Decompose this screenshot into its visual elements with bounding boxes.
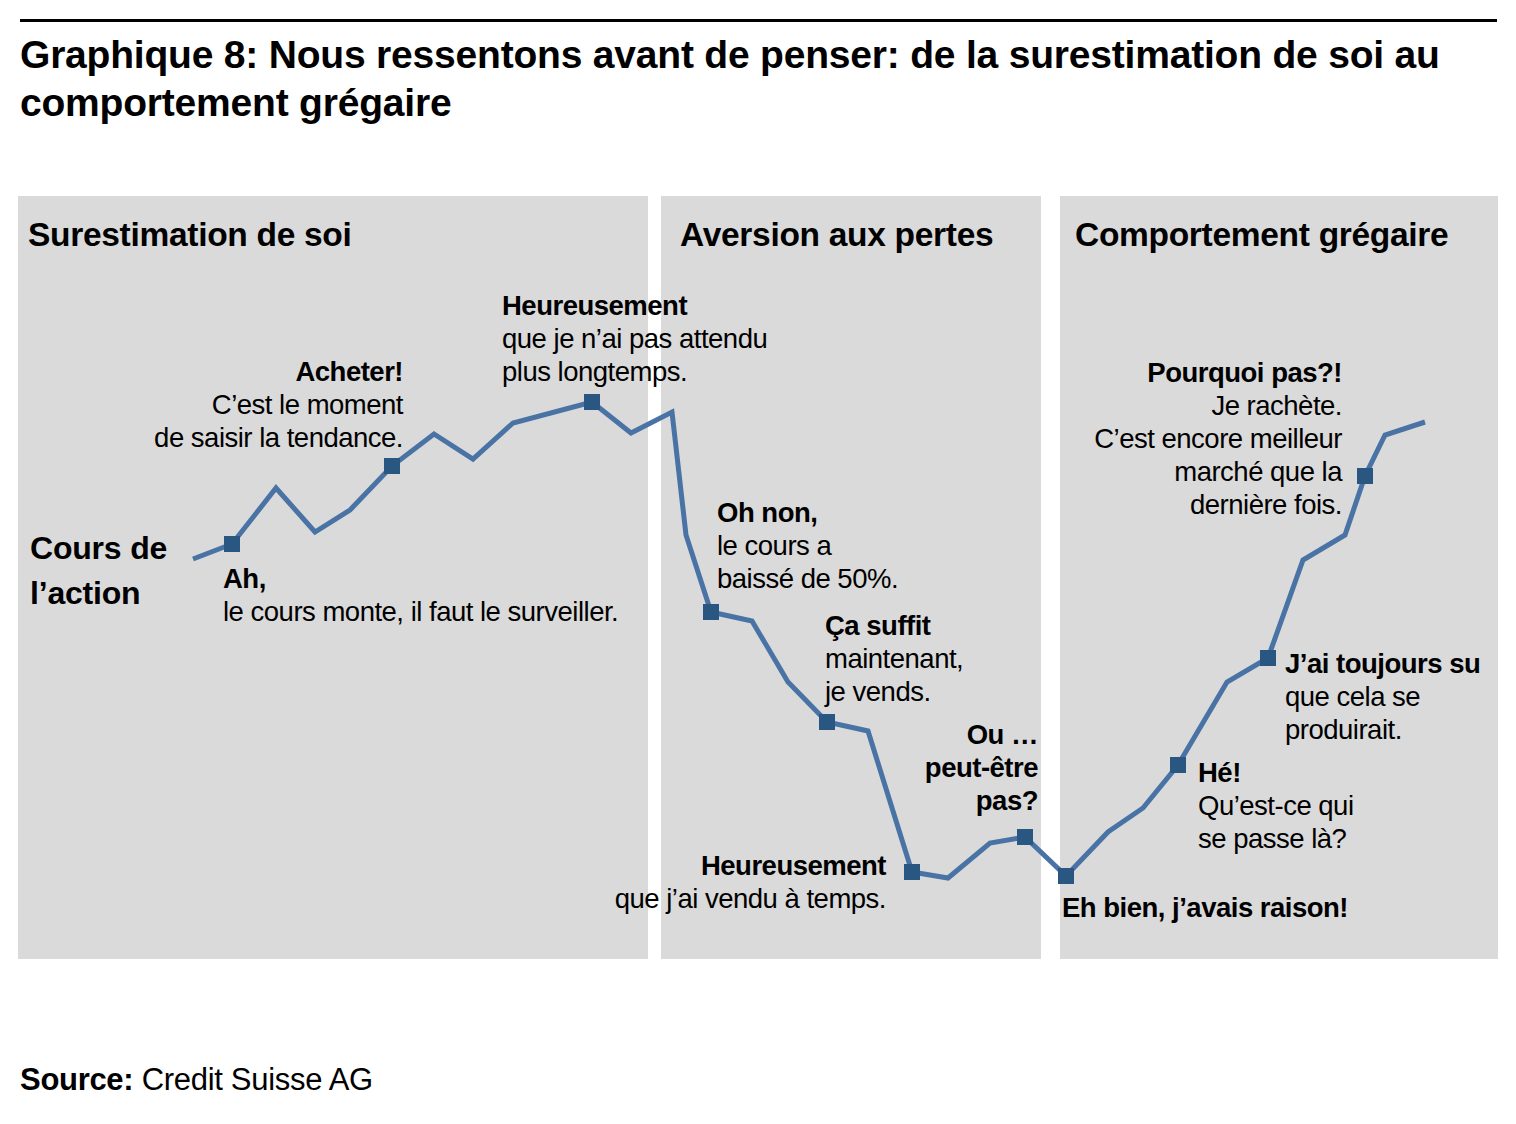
data-point-marker [819, 714, 835, 730]
data-point-marker [224, 536, 240, 552]
data-point-marker [1017, 829, 1033, 845]
annotation-oh-non-lead: Oh non, [717, 497, 817, 528]
data-point-marker [384, 458, 400, 474]
annotation-heureusement-pas-attendu-lead: Heureusement [502, 290, 687, 321]
annotation-heureusement-vendu-body: que j’ai vendu à temps. [615, 883, 886, 914]
annotation-acheter: Acheter! C’est le moment de saisir la te… [154, 355, 403, 454]
annotation-jai-toujours-su: J’ai toujours su que cela se produirait. [1285, 647, 1480, 746]
annotation-ou-peut-etre-pas: Ou … peut-être pas? [925, 718, 1038, 817]
annotation-jai-toujours-su-body: que cela se produirait. [1285, 681, 1420, 745]
annotation-acheter-body: C’est le moment de saisir la tendance. [154, 389, 403, 453]
annotation-pourquoi-pas: Pourquoi pas?! Je rachète. C’est encore … [1094, 356, 1342, 521]
annotation-ah-lead: Ah, [223, 563, 266, 594]
data-point-marker [1170, 757, 1186, 773]
source-text: Credit Suisse AG [133, 1062, 373, 1097]
annotation-acheter-lead: Acheter! [295, 356, 403, 387]
annotation-ca-suffit: Ça suffit maintenant, je vends. [825, 609, 963, 708]
annotation-jai-toujours-su-lead: J’ai toujours su [1285, 648, 1480, 679]
annotation-ca-suffit-lead: Ça suffit [825, 610, 931, 641]
data-point-marker [584, 394, 600, 410]
annotation-oh-non: Oh non, le cours a baissé de 50%. [717, 496, 898, 595]
annotation-ah: Ah, le cours monte, il faut le surveille… [223, 562, 618, 628]
annotation-ou-peut-etre-pas-lead: Ou … peut-être pas? [925, 719, 1038, 816]
axis-label-cours-de-laction: Cours de l’action [30, 526, 167, 616]
annotation-heureusement-vendu-lead: Heureusement [701, 850, 886, 881]
annotation-ah-body: le cours monte, il faut le surveiller. [223, 596, 618, 627]
data-point-marker [1260, 650, 1276, 666]
data-point-marker [703, 604, 719, 620]
annotation-he: Hé! Qu’est-ce qui se passe là? [1198, 756, 1354, 855]
annotation-heureusement-pas-attendu: Heureusement que je n’ai pas attendu plu… [502, 289, 767, 388]
annotation-eh-bien: Eh bien, j’avais raison! [1062, 891, 1348, 924]
data-point-marker [1357, 468, 1373, 484]
source-label: Source: [20, 1062, 133, 1097]
annotation-he-lead: Hé! [1198, 757, 1241, 788]
annotation-he-body: Qu’est-ce qui se passe là? [1198, 790, 1354, 854]
source-line: Source: Credit Suisse AG [20, 1062, 373, 1098]
annotation-pourquoi-pas-body: Je rachète. C’est encore meilleur marché… [1094, 390, 1342, 520]
annotation-pourquoi-pas-lead: Pourquoi pas?! [1147, 357, 1342, 388]
annotation-oh-non-body: le cours a baissé de 50%. [717, 530, 898, 594]
annotation-heureusement-vendu: Heureusement que j’ai vendu à temps. [615, 849, 886, 915]
annotation-eh-bien-lead: Eh bien, j’avais raison! [1062, 892, 1348, 923]
data-point-marker [904, 864, 920, 880]
annotation-ca-suffit-body: maintenant, je vends. [825, 643, 963, 707]
annotation-heureusement-pas-attendu-body: que je n’ai pas attendu plus longtemps. [502, 323, 767, 387]
figure: Graphique 8: Nous ressentons avant de pe… [0, 0, 1516, 1124]
data-point-marker [1058, 868, 1074, 884]
